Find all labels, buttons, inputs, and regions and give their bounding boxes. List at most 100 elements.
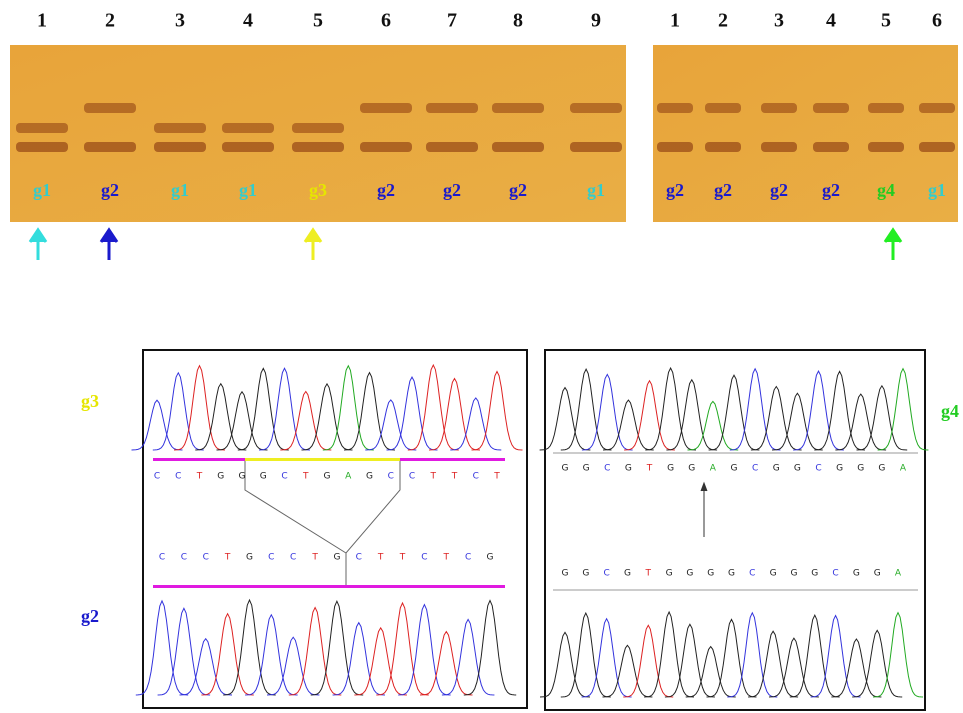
trace-peak <box>157 607 211 696</box>
base-letter: C <box>465 553 471 563</box>
trace-peak <box>856 384 908 451</box>
base-letter: A <box>895 569 902 579</box>
trace-peak <box>623 624 674 698</box>
base-letter: G <box>246 553 253 563</box>
trace-peak <box>835 393 887 451</box>
band <box>360 103 412 113</box>
base-letter: C <box>603 569 609 579</box>
trace-peak <box>152 371 204 451</box>
band <box>222 123 274 133</box>
genotype-label: g2 <box>822 180 840 200</box>
base-letter: C <box>409 472 415 482</box>
base-letter: C <box>752 464 758 474</box>
band <box>154 142 206 152</box>
side-label: g4 <box>941 401 959 421</box>
trace-peak <box>810 614 861 698</box>
genotype-label: g1 <box>928 180 946 200</box>
genotype-label: g2 <box>443 180 461 200</box>
gel-right <box>653 45 958 222</box>
trace-peak <box>471 370 523 451</box>
lane-number: 6 <box>932 10 942 32</box>
trace-peak <box>343 371 396 451</box>
band <box>16 142 68 152</box>
trace-peak <box>768 637 819 698</box>
lane-number: 7 <box>447 10 457 32</box>
lane-number: 4 <box>826 10 836 32</box>
band <box>919 103 955 113</box>
base-letter: C <box>815 464 821 474</box>
genotype-label: g2 <box>666 180 684 200</box>
trace-peak <box>727 611 778 698</box>
trace-peak <box>419 630 473 696</box>
base-letter: C <box>356 553 362 563</box>
trace-peak <box>266 636 320 696</box>
base-letter: T <box>493 472 500 482</box>
base-letter: C <box>268 553 274 563</box>
trace-peak <box>237 367 289 451</box>
base-letter: C <box>175 472 181 482</box>
base-letter: G <box>811 569 818 579</box>
base-letter: T <box>645 569 652 579</box>
connectors <box>244 460 708 587</box>
genotype-label: g2 <box>770 180 788 200</box>
base-letter: T <box>451 472 458 482</box>
trace-peak <box>664 623 715 698</box>
base-letter: G <box>707 569 714 579</box>
trace-peak <box>258 367 311 451</box>
base-letter: C <box>421 553 427 563</box>
arrows <box>28 227 903 260</box>
seq-line <box>153 585 505 588</box>
trace-peak <box>602 399 654 451</box>
lane-number: 8 <box>513 10 523 32</box>
base-letter: G <box>366 472 373 482</box>
trace-peak <box>624 379 675 451</box>
trace-peak <box>131 399 183 451</box>
base-letter: G <box>583 464 590 474</box>
band <box>919 142 955 152</box>
trace-peak <box>398 603 451 696</box>
base-letter: G <box>333 553 340 563</box>
trace-peak <box>560 367 612 451</box>
lane-number: 1 <box>37 10 47 32</box>
band <box>292 142 344 152</box>
trace-peak <box>789 614 840 698</box>
base-letter: G <box>624 569 631 579</box>
trace-peak <box>195 382 247 451</box>
base-letter: G <box>794 464 801 474</box>
band <box>868 142 904 152</box>
trace-peak <box>245 613 298 696</box>
trace-peak <box>814 370 866 451</box>
trace-peak <box>365 399 417 451</box>
band <box>360 142 412 152</box>
trace-peak <box>602 644 653 698</box>
base-letter: G <box>582 569 589 579</box>
band <box>761 142 797 152</box>
base-letter: G <box>853 569 860 579</box>
base-letter: C <box>749 569 755 579</box>
base-letter: G <box>487 553 494 563</box>
base-letter: A <box>710 464 717 474</box>
base-letter: T <box>302 472 309 482</box>
trace-peak <box>750 385 802 451</box>
trace-peak <box>310 599 364 696</box>
band <box>570 103 622 113</box>
base-letter: C <box>832 569 838 579</box>
band <box>761 103 797 113</box>
band <box>292 123 344 133</box>
genotype-label: g1 <box>587 180 605 200</box>
base-letter: C <box>388 472 394 482</box>
base-letter: G <box>217 472 224 482</box>
lane-number: 4 <box>243 10 253 32</box>
side-label: g3 <box>81 391 99 411</box>
base-letter: T <box>399 553 406 563</box>
lane-number: 3 <box>175 10 185 32</box>
trace-peak <box>463 599 517 696</box>
base-letter: G <box>874 569 881 579</box>
lane-number: 3 <box>774 10 784 32</box>
lane-number: 9 <box>591 10 601 32</box>
band <box>492 142 544 152</box>
base-letter: G <box>324 472 331 482</box>
lane-number: 1 <box>670 10 680 32</box>
lane-number: 5 <box>313 10 323 32</box>
base-letter: C <box>281 472 287 482</box>
